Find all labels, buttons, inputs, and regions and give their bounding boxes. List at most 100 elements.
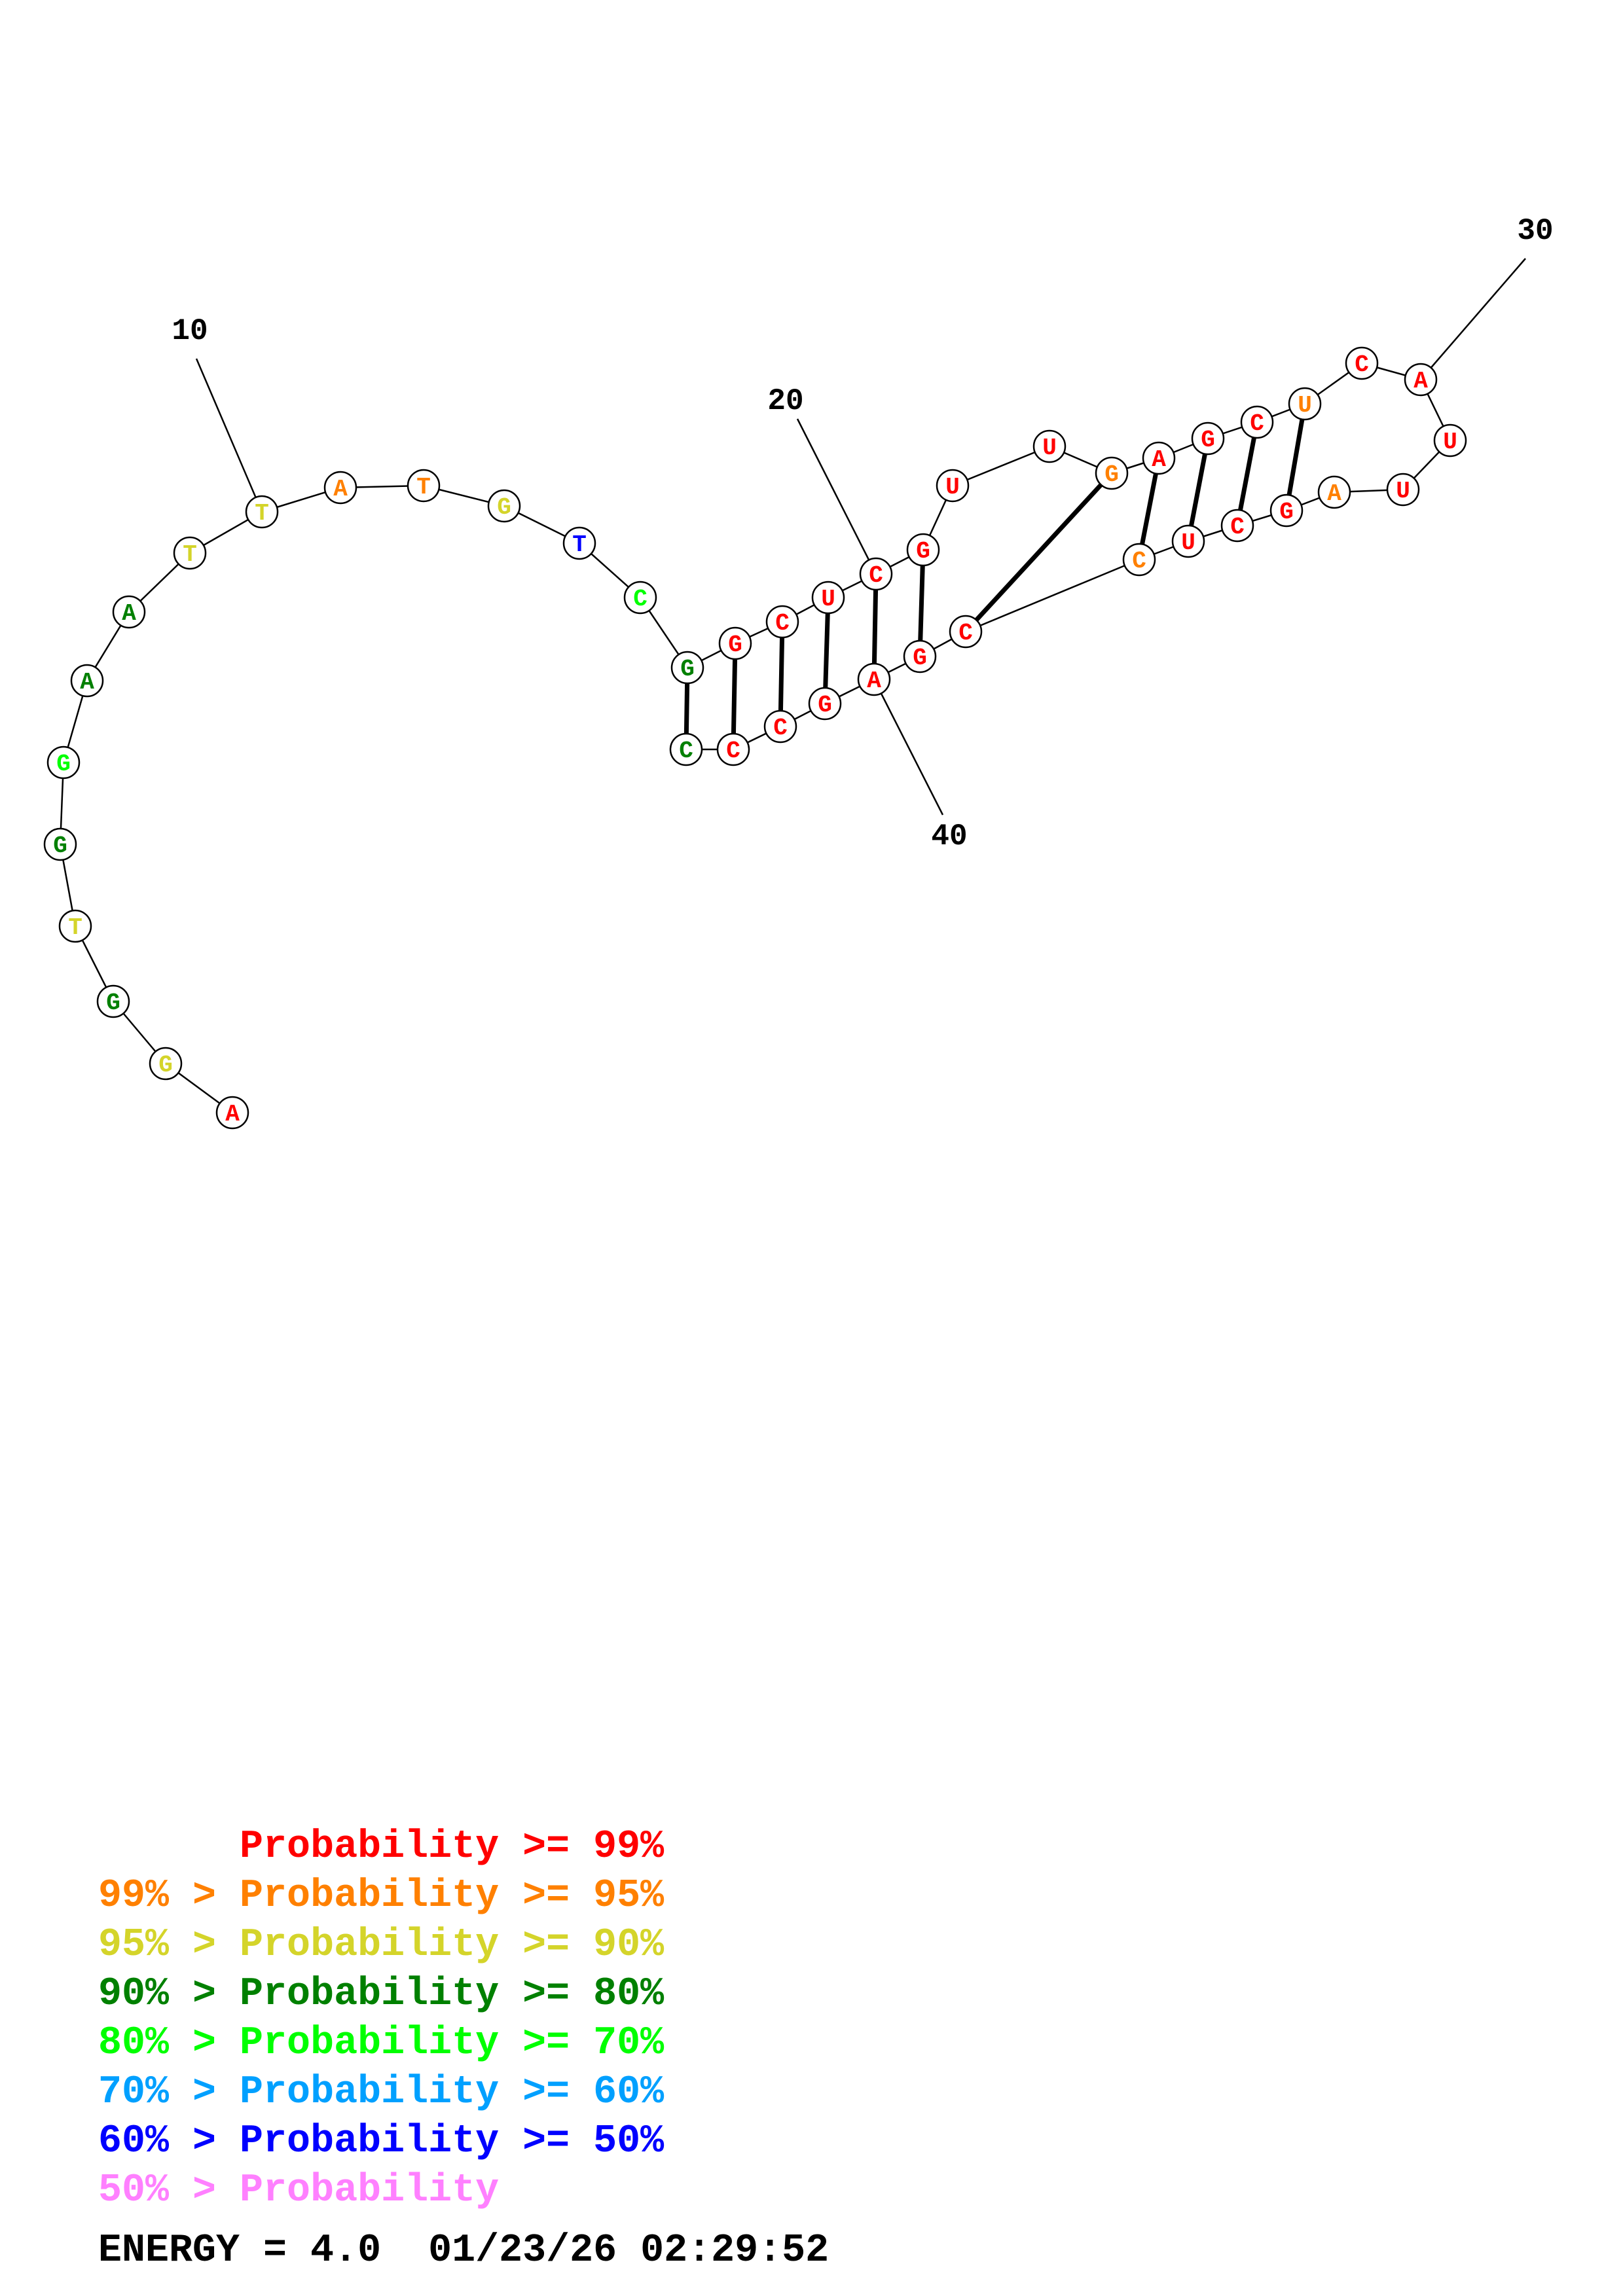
nucleotide-base: C <box>775 610 790 637</box>
nucleotide-base: U <box>1443 429 1457 456</box>
nucleotide-circle <box>859 557 893 591</box>
position-marker-label: 20 <box>767 384 803 418</box>
nucleotide: G <box>487 489 521 523</box>
nucleotide-base: G <box>1279 499 1294 526</box>
nucleotide-circle <box>763 709 797 744</box>
backbone-link <box>952 445 1050 487</box>
nucleotide-circle <box>765 605 799 639</box>
nucleotide: T <box>173 536 207 570</box>
nucleotide-circle <box>1433 423 1467 457</box>
nucleotide-base: G <box>916 538 930 565</box>
nucleotides: A G G T G G A A T T A T G T C G G C U C G U U G A G C U C A U U A G C U C C G A… <box>43 346 1467 1130</box>
nucleotide-base: C <box>633 586 647 613</box>
nucleotide-circle <box>70 664 104 698</box>
legend-entry: Probability >= 99% <box>98 1823 664 1872</box>
nucleotide-circle <box>1345 346 1379 380</box>
nucleotide-base: A <box>333 476 348 503</box>
base-pair-bond <box>822 597 831 704</box>
nucleotide-base: U <box>1396 478 1410 505</box>
nucleotide: U <box>1433 423 1467 457</box>
legend-entry: 95% > Probability >= 90% <box>98 1921 664 1970</box>
nucleotide: A <box>857 662 891 696</box>
base-pair-bond <box>778 621 785 727</box>
nucleotide-base: C <box>726 738 740 764</box>
nucleotide: A <box>1142 441 1176 475</box>
nucleotide-base: C <box>679 738 693 764</box>
nucleotide: T <box>58 909 92 943</box>
nucleotide-circle <box>1191 422 1225 456</box>
rna-structure-diagram: 10 20 30 40 A G G T G G A A T T A T G T C G G C U C G U U G A G C U C A U… <box>43 214 1554 1130</box>
nucleotide-base: G <box>728 632 742 658</box>
nucleotide-base: U <box>821 586 835 613</box>
nucleotide: C <box>669 732 703 766</box>
nucleotide-circle <box>1317 475 1351 509</box>
legend-prefix: 95% > <box>98 1923 240 1967</box>
base-pair-bond <box>1137 457 1161 560</box>
nucleotide: G <box>149 1047 183 1081</box>
nucleotide-base: G <box>56 751 71 778</box>
nucleotide-circle <box>487 489 521 523</box>
nucleotide-base: A <box>122 600 136 627</box>
nucleotide: C <box>1122 543 1156 577</box>
nucleotide: U <box>1386 473 1420 507</box>
nucleotide-base: A <box>1327 480 1341 507</box>
nucleotide-circle <box>623 581 657 615</box>
nucleotide: A <box>70 664 104 698</box>
nucleotide: A <box>112 595 146 629</box>
nucleotide: C <box>763 709 797 744</box>
nucleotide: C <box>1345 346 1379 380</box>
nucleotide: U <box>1171 524 1205 558</box>
probability-legend: Probability >= 99% 99% > Probability >= 9… <box>98 1823 664 2215</box>
nucleotide-circle <box>936 469 970 503</box>
nucleotide: U <box>1032 429 1067 463</box>
nucleotide-circle <box>43 827 77 861</box>
legend-text: Probability >= 50% <box>240 2119 665 2164</box>
nucleotide-circle <box>949 615 983 649</box>
nucleotide-base: C <box>1132 548 1146 575</box>
nucleotide: G <box>1191 422 1225 456</box>
nucleotide: C <box>1220 509 1254 543</box>
legend-text: Probability >= 95% <box>240 1874 665 1918</box>
nucleotide-circle <box>808 687 842 721</box>
legend-entry: 50% > Probability <box>98 2166 664 2215</box>
nucleotide: U <box>936 469 970 503</box>
nucleotide-base: C <box>773 715 788 742</box>
base-pair-bond <box>1186 438 1211 542</box>
position-marker-line <box>796 418 877 575</box>
nucleotide-base: G <box>497 494 511 521</box>
nucleotide-base: G <box>1104 461 1119 488</box>
nucleotide-circle <box>149 1047 183 1081</box>
nucleotide-base: A <box>1413 368 1428 395</box>
nucleotide-circle <box>670 651 704 685</box>
nucleotide: G <box>808 687 842 721</box>
nucleotide-circle <box>96 984 130 1018</box>
nucleotide: G <box>1095 456 1129 490</box>
nucleotide-base: T <box>255 500 269 527</box>
nucleotide: G <box>903 639 937 673</box>
legend-prefix: 80% > <box>98 2021 240 2066</box>
nucleotide-base: G <box>53 833 67 859</box>
legend-text: Probability >= 70% <box>240 2021 665 2066</box>
legend-text: Probability <box>240 2168 500 2213</box>
nucleotide-circle <box>1288 387 1322 421</box>
nucleotide-circle <box>1240 405 1274 439</box>
base-pair-bond <box>1235 422 1260 526</box>
nucleotide-circle <box>407 469 441 503</box>
nucleotide-circle <box>718 626 752 660</box>
nucleotide-circle <box>1404 363 1438 397</box>
nucleotide-base: G <box>158 1052 173 1079</box>
nucleotide-base: C <box>1355 351 1369 378</box>
legend-prefix: 50% > <box>98 2168 240 2213</box>
nucleotide: C <box>623 581 657 615</box>
nucleotide-circle <box>245 495 279 529</box>
nucleotide-base: G <box>913 645 927 672</box>
nucleotide-base: U <box>1181 529 1195 556</box>
nucleotide-base: A <box>1152 446 1166 473</box>
nucleotide-circle <box>1095 456 1129 490</box>
legend-prefix <box>98 1825 240 1869</box>
nucleotide-circle <box>173 536 207 570</box>
nucleotide-base: G <box>818 692 832 719</box>
nucleotide-circle <box>1269 493 1304 528</box>
position-markers: 10 20 30 40 <box>172 214 1553 853</box>
legend-entry: 80% > Probability >= 70% <box>98 2019 664 2068</box>
